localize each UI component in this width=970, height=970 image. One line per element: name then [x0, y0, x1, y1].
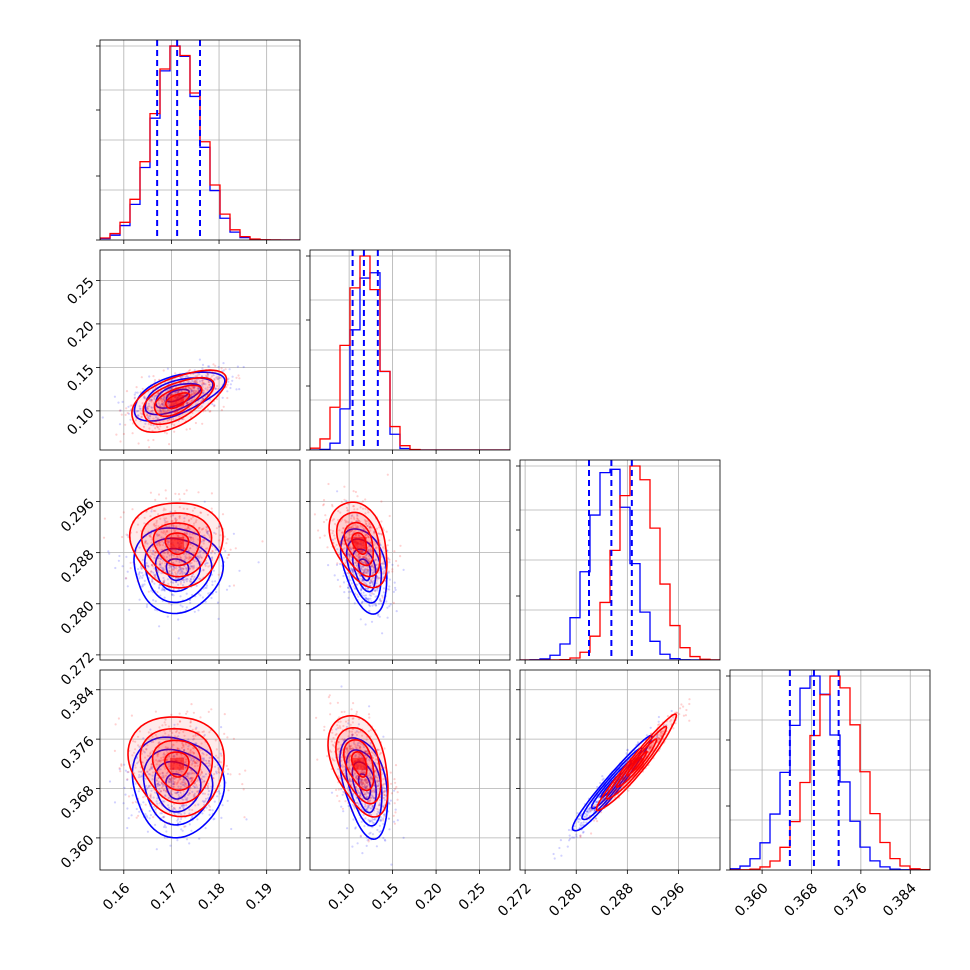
x-tick-label: 0.25	[456, 880, 489, 913]
contour-level-0	[351, 531, 368, 555]
panel-frame-3-2	[519, 669, 721, 871]
contour-level-3	[327, 714, 389, 818]
x-tick-label: 0.384	[880, 880, 920, 920]
contour-level-0	[165, 558, 190, 582]
contour-level-2	[144, 377, 214, 416]
contour-level-1	[153, 384, 203, 418]
grid-3-2	[520, 670, 720, 870]
grid-1-1	[310, 250, 510, 450]
contour-level-2	[335, 727, 382, 805]
grid-3-1	[310, 670, 510, 870]
contour-level-3	[131, 736, 226, 839]
contour-level-0	[350, 751, 368, 778]
contour-level-0	[163, 751, 190, 778]
y-tick-label: 0.20	[64, 318, 97, 351]
panel-frame-2-1	[309, 459, 511, 661]
density-peak	[170, 537, 185, 550]
x-tick-label: 0.15	[369, 880, 402, 913]
x-tick-label: 0.272	[495, 880, 535, 920]
y-tick-label: 0.376	[58, 733, 98, 773]
contour-level-1	[152, 522, 201, 567]
y-tick-label: 0.368	[58, 783, 98, 823]
contour-level-3	[339, 528, 388, 615]
hist-series-0	[730, 675, 930, 870]
panel-frame-3-0	[99, 669, 301, 871]
scatter-p1-p4	[108, 703, 248, 851]
y-tick-label: 0.10	[64, 405, 97, 438]
panel-frame-0-0	[99, 39, 301, 241]
contour-level-0	[165, 392, 191, 410]
grid-1-0	[100, 250, 300, 450]
contour-level-3	[338, 737, 389, 841]
histogram-p4	[730, 670, 930, 870]
x-tick-label: 0.20	[412, 880, 445, 913]
density-peak	[352, 757, 367, 770]
x-tick-label: 0.17	[148, 880, 181, 913]
contour-level-3	[131, 369, 228, 434]
contour-level-1	[352, 548, 377, 593]
contour-level-0	[165, 772, 190, 800]
density-peak	[352, 537, 367, 550]
x-tick-label: 0.280	[546, 880, 586, 920]
y-tick-label: 0.360	[58, 832, 98, 872]
contour-level-2	[143, 537, 213, 604]
density-peak	[170, 757, 185, 770]
contour-level-1	[343, 739, 375, 792]
contour-level-2	[335, 511, 381, 578]
contour-level-3	[128, 502, 224, 589]
density-peak	[170, 394, 185, 407]
x-tick-label: 0.16	[100, 880, 133, 913]
contour-level-3	[127, 716, 225, 818]
y-tick-label: 0.288	[58, 547, 98, 587]
contour-level-1	[615, 738, 658, 788]
panel-frame-3-1	[309, 669, 511, 871]
scatter-p3-p4	[552, 698, 691, 860]
contour-level-1	[155, 382, 202, 409]
hist-series-1	[730, 675, 930, 870]
y-tick-label: 0.296	[58, 496, 98, 536]
panel-frame-1-0	[99, 249, 301, 451]
x-tick-label: 0.376	[831, 880, 871, 920]
scatter-p2-p3	[313, 473, 405, 635]
scatter-p1-p2	[101, 358, 245, 449]
contour-level-3	[328, 501, 388, 589]
grid-2-0	[100, 460, 300, 660]
contour-level-2	[139, 727, 214, 805]
contour-level-2	[605, 725, 668, 800]
contour-level-1	[151, 739, 202, 792]
x-tick-label: 0.288	[597, 880, 637, 920]
panel-frame-2-2	[519, 459, 721, 661]
hist-series-1	[520, 465, 720, 660]
contour-level-3	[133, 527, 225, 615]
y-tick-label: 0.272	[58, 649, 98, 689]
contour-level-0	[357, 773, 372, 801]
contour-level-3	[595, 713, 678, 812]
contour-level-1	[343, 521, 374, 567]
x-tick-label: 0.10	[325, 880, 358, 913]
scatter-p1-p3	[102, 489, 264, 640]
contour-level-0	[626, 750, 648, 777]
x-tick-label: 0.360	[732, 880, 772, 920]
x-tick-label: 0.296	[648, 880, 688, 920]
x-tick-label: 0.18	[195, 880, 228, 913]
y-tick-label: 0.25	[64, 275, 97, 308]
contour-level-0	[164, 532, 190, 556]
y-tick-label: 0.15	[64, 362, 97, 395]
contour-level-2	[140, 512, 213, 578]
x-tick-label: 0.19	[243, 880, 276, 913]
y-tick-label: 0.280	[58, 598, 98, 638]
x-tick-label: 0.368	[781, 880, 821, 920]
panel-frame-1-1	[309, 249, 511, 451]
panel-frame-2-0	[99, 459, 301, 661]
grid-2-2	[520, 460, 720, 660]
contour-level-2	[142, 748, 214, 826]
panel-frame-3-3	[729, 669, 931, 871]
hist-series-1	[310, 255, 510, 450]
contour-level-3	[133, 371, 226, 422]
histogram-p2	[310, 250, 510, 450]
contour-level-2	[142, 376, 216, 426]
scatter-p2-p4	[315, 685, 405, 866]
y-tick-label: 0.384	[58, 684, 98, 724]
